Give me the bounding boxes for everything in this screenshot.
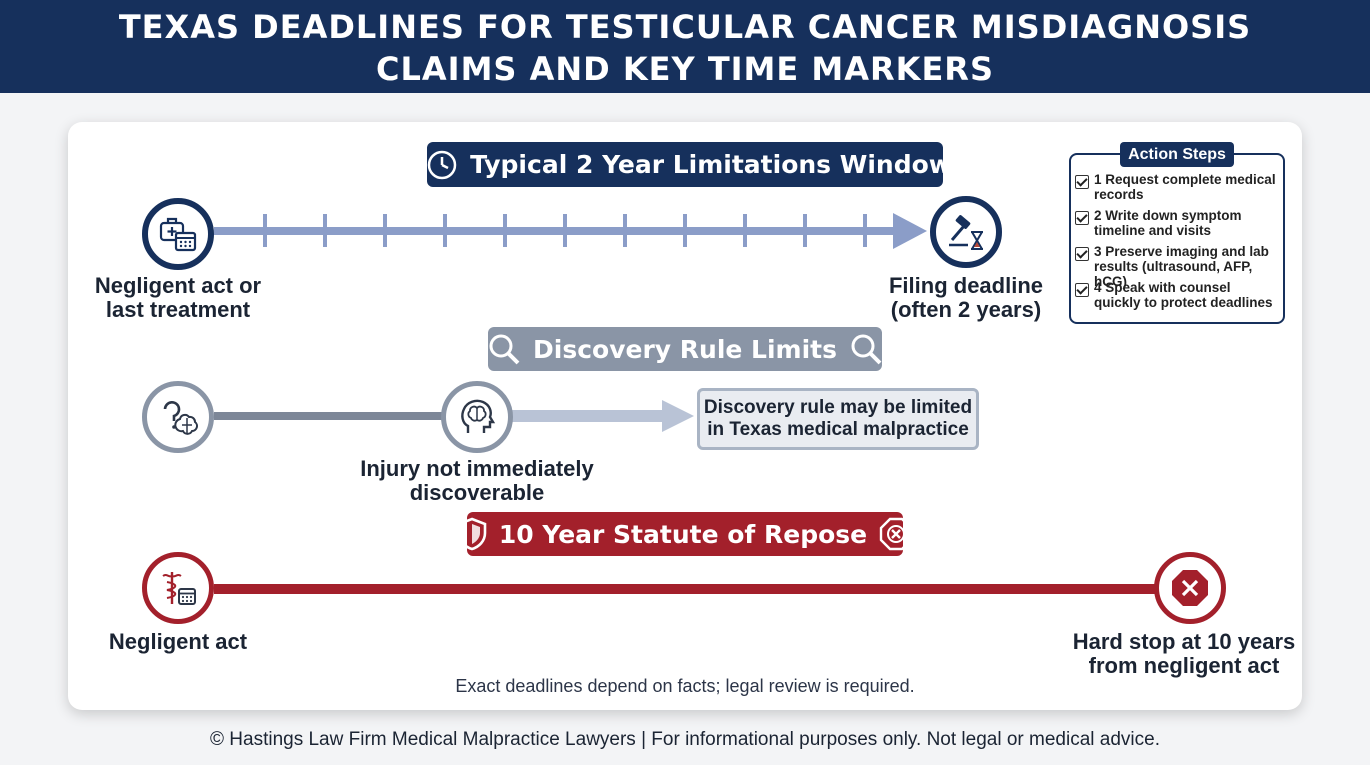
timeline-tick <box>383 214 387 247</box>
limitations-title: Typical 2 Year Limitations Window <box>470 150 952 179</box>
footer-credit: © Hastings Law Firm Medical Malpractice … <box>210 729 1160 750</box>
action-step-text: 1 Request complete medical records <box>1094 172 1276 202</box>
limitations-start-node <box>142 198 214 270</box>
discovery-banner: Discovery Rule Limits <box>488 327 882 371</box>
shield-icon <box>457 517 487 551</box>
checkbox-icon <box>1075 247 1089 261</box>
action-step-item: 2 Write down symptom timeline and visits <box>1075 208 1280 238</box>
label-line: last treatment <box>105 297 251 322</box>
label-line: Filing deadline <box>888 273 1043 298</box>
repose-end-label: Hard stop at 10 years from negligent act <box>1068 630 1300 678</box>
timeline-tick <box>503 214 507 247</box>
timeline-tick <box>323 214 327 247</box>
repose-banner: 10 Year Statute of Repose <box>457 512 913 556</box>
discovery-note-box: Discovery rule may be limited in Texas m… <box>697 388 979 450</box>
repose-end-node <box>1154 552 1226 624</box>
disclaimer-note: Exact deadlines depend on facts; legal r… <box>455 676 915 696</box>
label-line: Injury not immediately <box>360 456 594 481</box>
discovery-track-dark <box>214 412 446 420</box>
discovery-arrowhead <box>662 400 694 432</box>
stop-sign-icon <box>1170 568 1210 608</box>
repose-track <box>214 584 1158 594</box>
box-line: in Texas medical malpractice <box>707 419 969 440</box>
limitations-end-label: Filing deadline (often 2 years) <box>878 274 1054 322</box>
label-line: Negligent act or <box>94 273 262 298</box>
box-line: Discovery rule may be limited <box>703 397 973 418</box>
clock-icon <box>418 148 458 182</box>
checkbox-icon <box>1075 175 1089 189</box>
limitations-start-label: Negligent act or last treatment <box>88 274 268 322</box>
magnifier-icon <box>487 332 521 366</box>
action-step-item: 4 Speak with counsel quickly to protect … <box>1075 280 1280 310</box>
action-step-text: 2 Write down symptom timeline and visits <box>1094 208 1242 238</box>
caduceus-calendar-icon <box>158 568 198 608</box>
label-line: discoverable <box>409 480 545 505</box>
title-line-2: CLAIMS AND KEY TIME MARKERS <box>376 50 994 88</box>
action-step-item: 1 Request complete medical records <box>1075 172 1280 202</box>
question-brain-icon <box>158 397 198 437</box>
title-line-1: TEXAS DEADLINES FOR TESTICULAR CANCER MI… <box>118 8 1252 46</box>
limitations-track <box>214 227 898 235</box>
action-step-text: 4 Speak with counsel quickly to protect … <box>1094 280 1273 310</box>
discovery-mid-label: Injury not immediately discoverable <box>352 457 602 505</box>
checkbox-icon <box>1075 211 1089 225</box>
action-step-item: 3 Preserve imaging and lab results (ultr… <box>1075 244 1280 289</box>
action-step-text: 3 Preserve imaging and lab results (ultr… <box>1094 244 1269 289</box>
limitations-end-node <box>930 196 1002 268</box>
timeline-tick <box>743 214 747 247</box>
repose-start-label: Negligent act <box>108 629 248 654</box>
timeline-tick <box>863 214 867 247</box>
repose-title: 10 Year Statute of Repose <box>498 519 868 549</box>
limitations-arrowhead <box>893 213 927 249</box>
repose-start-node <box>142 552 214 624</box>
timeline-tick <box>263 214 267 247</box>
magnifier-icon <box>849 332 883 366</box>
timeline-tick <box>803 214 807 247</box>
action-steps-title: Action Steps <box>1120 142 1234 167</box>
timeline-tick <box>683 214 687 247</box>
timeline-tick <box>623 214 627 247</box>
timeline-tick <box>443 214 447 247</box>
checkbox-icon <box>1075 283 1089 297</box>
title-banner: TEXAS DEADLINES FOR TESTICULAR CANCER MI… <box>0 0 1370 93</box>
label-line: (often 2 years) <box>890 297 1042 322</box>
discovery-title: Discovery Rule Limits <box>533 334 838 364</box>
label-line: Hard stop at 10 years <box>1072 629 1296 654</box>
discovery-start-node <box>142 381 214 453</box>
medical-calendar-icon <box>158 214 198 254</box>
head-brain-icon <box>457 397 497 437</box>
stop-x-icon <box>879 517 913 551</box>
gavel-hourglass-icon <box>946 212 986 252</box>
timeline-tick <box>563 214 567 247</box>
action-steps-box <box>1069 153 1285 324</box>
label-line: from negligent act <box>1088 653 1280 678</box>
limitations-banner: Typical 2 Year Limitations Window <box>418 142 952 187</box>
discovery-mid-node <box>441 381 513 453</box>
discovery-track-light <box>512 410 667 422</box>
